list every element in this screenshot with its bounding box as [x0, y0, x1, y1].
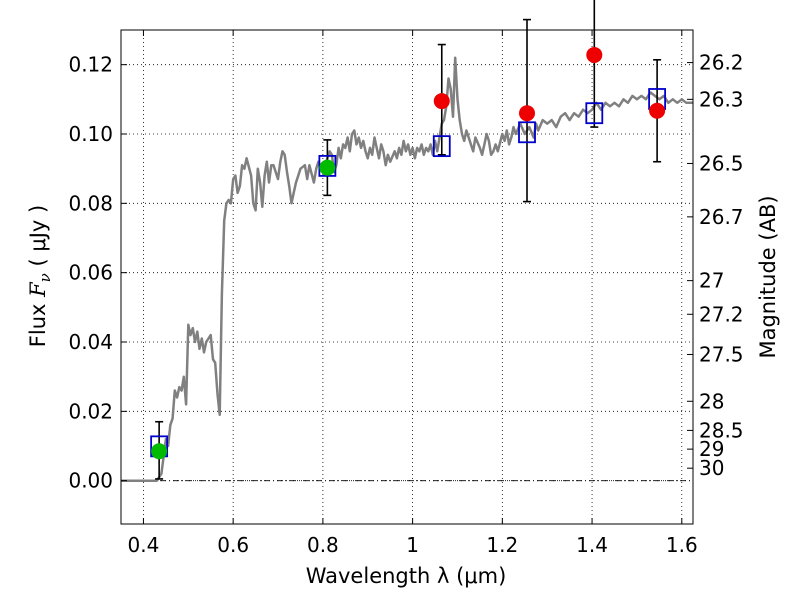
observed-point	[519, 105, 536, 122]
mag-tick-label: 26.5	[699, 151, 744, 175]
model-spectrum	[121, 56, 693, 482]
error-bars	[155, 0, 662, 480]
model-photometry-squares	[150, 88, 667, 458]
grid-lines	[121, 30, 693, 524]
observed-point	[151, 443, 168, 460]
x-tick-label: 1.4	[576, 533, 608, 557]
spectrum-line	[121, 56, 693, 482]
y-tick-label: 0.04	[68, 330, 113, 354]
y-axis-label-sub: ν	[36, 273, 54, 282]
y-tick-label: 0.10	[68, 122, 113, 146]
mag-tick-label: 28.5	[699, 418, 744, 442]
model-photometry-square	[585, 102, 604, 125]
model-photometry-square	[518, 121, 536, 144]
y-axis-label-pre: Flux	[26, 297, 50, 347]
observed-point	[586, 46, 603, 63]
observed-points	[151, 46, 666, 460]
mag-tick-label: 28	[699, 389, 724, 413]
y-tick-label: 0.06	[68, 261, 113, 285]
model-photometry-square	[432, 135, 451, 158]
x-tick-label: 0.6	[217, 533, 249, 557]
axis-ticks: 0.4 0.6 0.8 1 1.2 1.4 1.6 0.00 0.02 0.04 0.06 0.08 0…	[68, 30, 744, 557]
mag-tick-label: 27.2	[699, 302, 744, 326]
y-axis-label-var: F	[26, 281, 50, 298]
y-tick-label: 0.02	[68, 399, 113, 423]
y-axis-label-post: ( μJy )	[26, 205, 50, 273]
mag-tick-label: 29	[699, 437, 724, 461]
x-tick-label: 0.4	[128, 533, 160, 557]
mag-tick-label: 30	[699, 456, 724, 480]
y-axis-label: Flux Fν ( μJy )	[26, 205, 54, 347]
x-tick-label: 1.2	[486, 533, 518, 557]
observed-point	[319, 159, 336, 176]
y-tick-label: 0.08	[68, 191, 113, 215]
observed-point	[649, 102, 666, 119]
mag-tick-label: 26.7	[699, 205, 744, 229]
mag-tick-label: 26.3	[699, 87, 744, 111]
mag-tick-label: 26.2	[699, 51, 744, 75]
mag-tick-label: 27.5	[699, 342, 744, 366]
x-tick-label: 1.6	[666, 533, 698, 557]
y2-axis-label: Magnitude (AB)	[756, 195, 780, 358]
y-tick-label: 0.00	[68, 469, 113, 493]
x-axis-label: Wavelength λ (μm)	[306, 564, 507, 588]
y-tick-label: 0.12	[68, 53, 113, 77]
x-tick-label: 0.8	[307, 533, 339, 557]
plot-frame	[120, 29, 694, 525]
observed-point	[433, 93, 450, 110]
x-tick-label: 1	[406, 533, 419, 557]
mag-tick-label: 27	[699, 269, 724, 293]
model-photometry-square	[318, 154, 337, 177]
